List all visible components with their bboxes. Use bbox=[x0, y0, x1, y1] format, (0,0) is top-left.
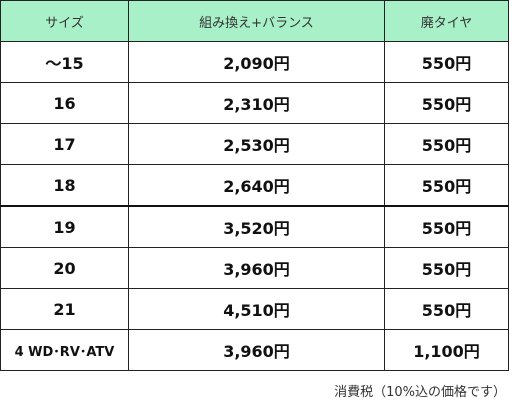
table-row: 19 3,520円 550円 bbox=[0, 205, 509, 248]
size-cell: 〜15 bbox=[0, 41, 129, 83]
table-row: 18 2,640円 550円 bbox=[0, 164, 509, 207]
table-row: 4 WD･RV･ATV 3,960円 1,100円 bbox=[0, 329, 509, 371]
size-cell: 16 bbox=[0, 82, 129, 124]
size-cell: 18 bbox=[0, 164, 129, 207]
tax-note: 消費税（10%込の価格です） bbox=[334, 385, 506, 400]
disposal-price-cell: 1,100円 bbox=[384, 329, 509, 371]
disposal-price-cell: 550円 bbox=[384, 205, 509, 248]
header-disposal: 廃タイヤ bbox=[384, 0, 509, 42]
header-size: サイズ bbox=[0, 0, 129, 42]
table-row: 〜15 2,090円 550円 bbox=[0, 41, 509, 83]
size-cell: 21 bbox=[0, 288, 129, 330]
combo-price-cell: 2,090円 bbox=[128, 41, 385, 83]
table-row: 16 2,310円 550円 bbox=[0, 82, 509, 124]
header-combo: 組み換え+バランス bbox=[128, 0, 385, 42]
disposal-price-cell: 550円 bbox=[384, 247, 509, 289]
table-row: 17 2,530円 550円 bbox=[0, 123, 509, 165]
size-cell: 20 bbox=[0, 247, 129, 289]
combo-price-cell: 2,640円 bbox=[128, 164, 385, 207]
combo-price-cell: 3,520円 bbox=[128, 205, 385, 248]
price-table: サイズ 組み換え+バランス 廃タイヤ 〜15 2,090円 550円 16 2,… bbox=[0, 0, 509, 371]
combo-price-cell: 4,510円 bbox=[128, 288, 385, 330]
combo-price-cell: 2,530円 bbox=[128, 123, 385, 165]
combo-price-cell: 2,310円 bbox=[128, 82, 385, 124]
disposal-price-cell: 550円 bbox=[384, 288, 509, 330]
table-row: 20 3,960円 550円 bbox=[0, 247, 509, 289]
disposal-price-cell: 550円 bbox=[384, 82, 509, 124]
disposal-price-cell: 550円 bbox=[384, 164, 509, 207]
size-cell: 17 bbox=[0, 123, 129, 165]
combo-price-cell: 3,960円 bbox=[128, 247, 385, 289]
disposal-price-cell: 550円 bbox=[384, 41, 509, 83]
size-cell: 4 WD･RV･ATV bbox=[0, 329, 129, 371]
combo-price-cell: 3,960円 bbox=[128, 329, 385, 371]
size-cell: 19 bbox=[0, 205, 129, 248]
header-row: サイズ 組み換え+バランス 廃タイヤ bbox=[0, 0, 509, 42]
disposal-price-cell: 550円 bbox=[384, 123, 509, 165]
table-row: 21 4,510円 550円 bbox=[0, 288, 509, 330]
